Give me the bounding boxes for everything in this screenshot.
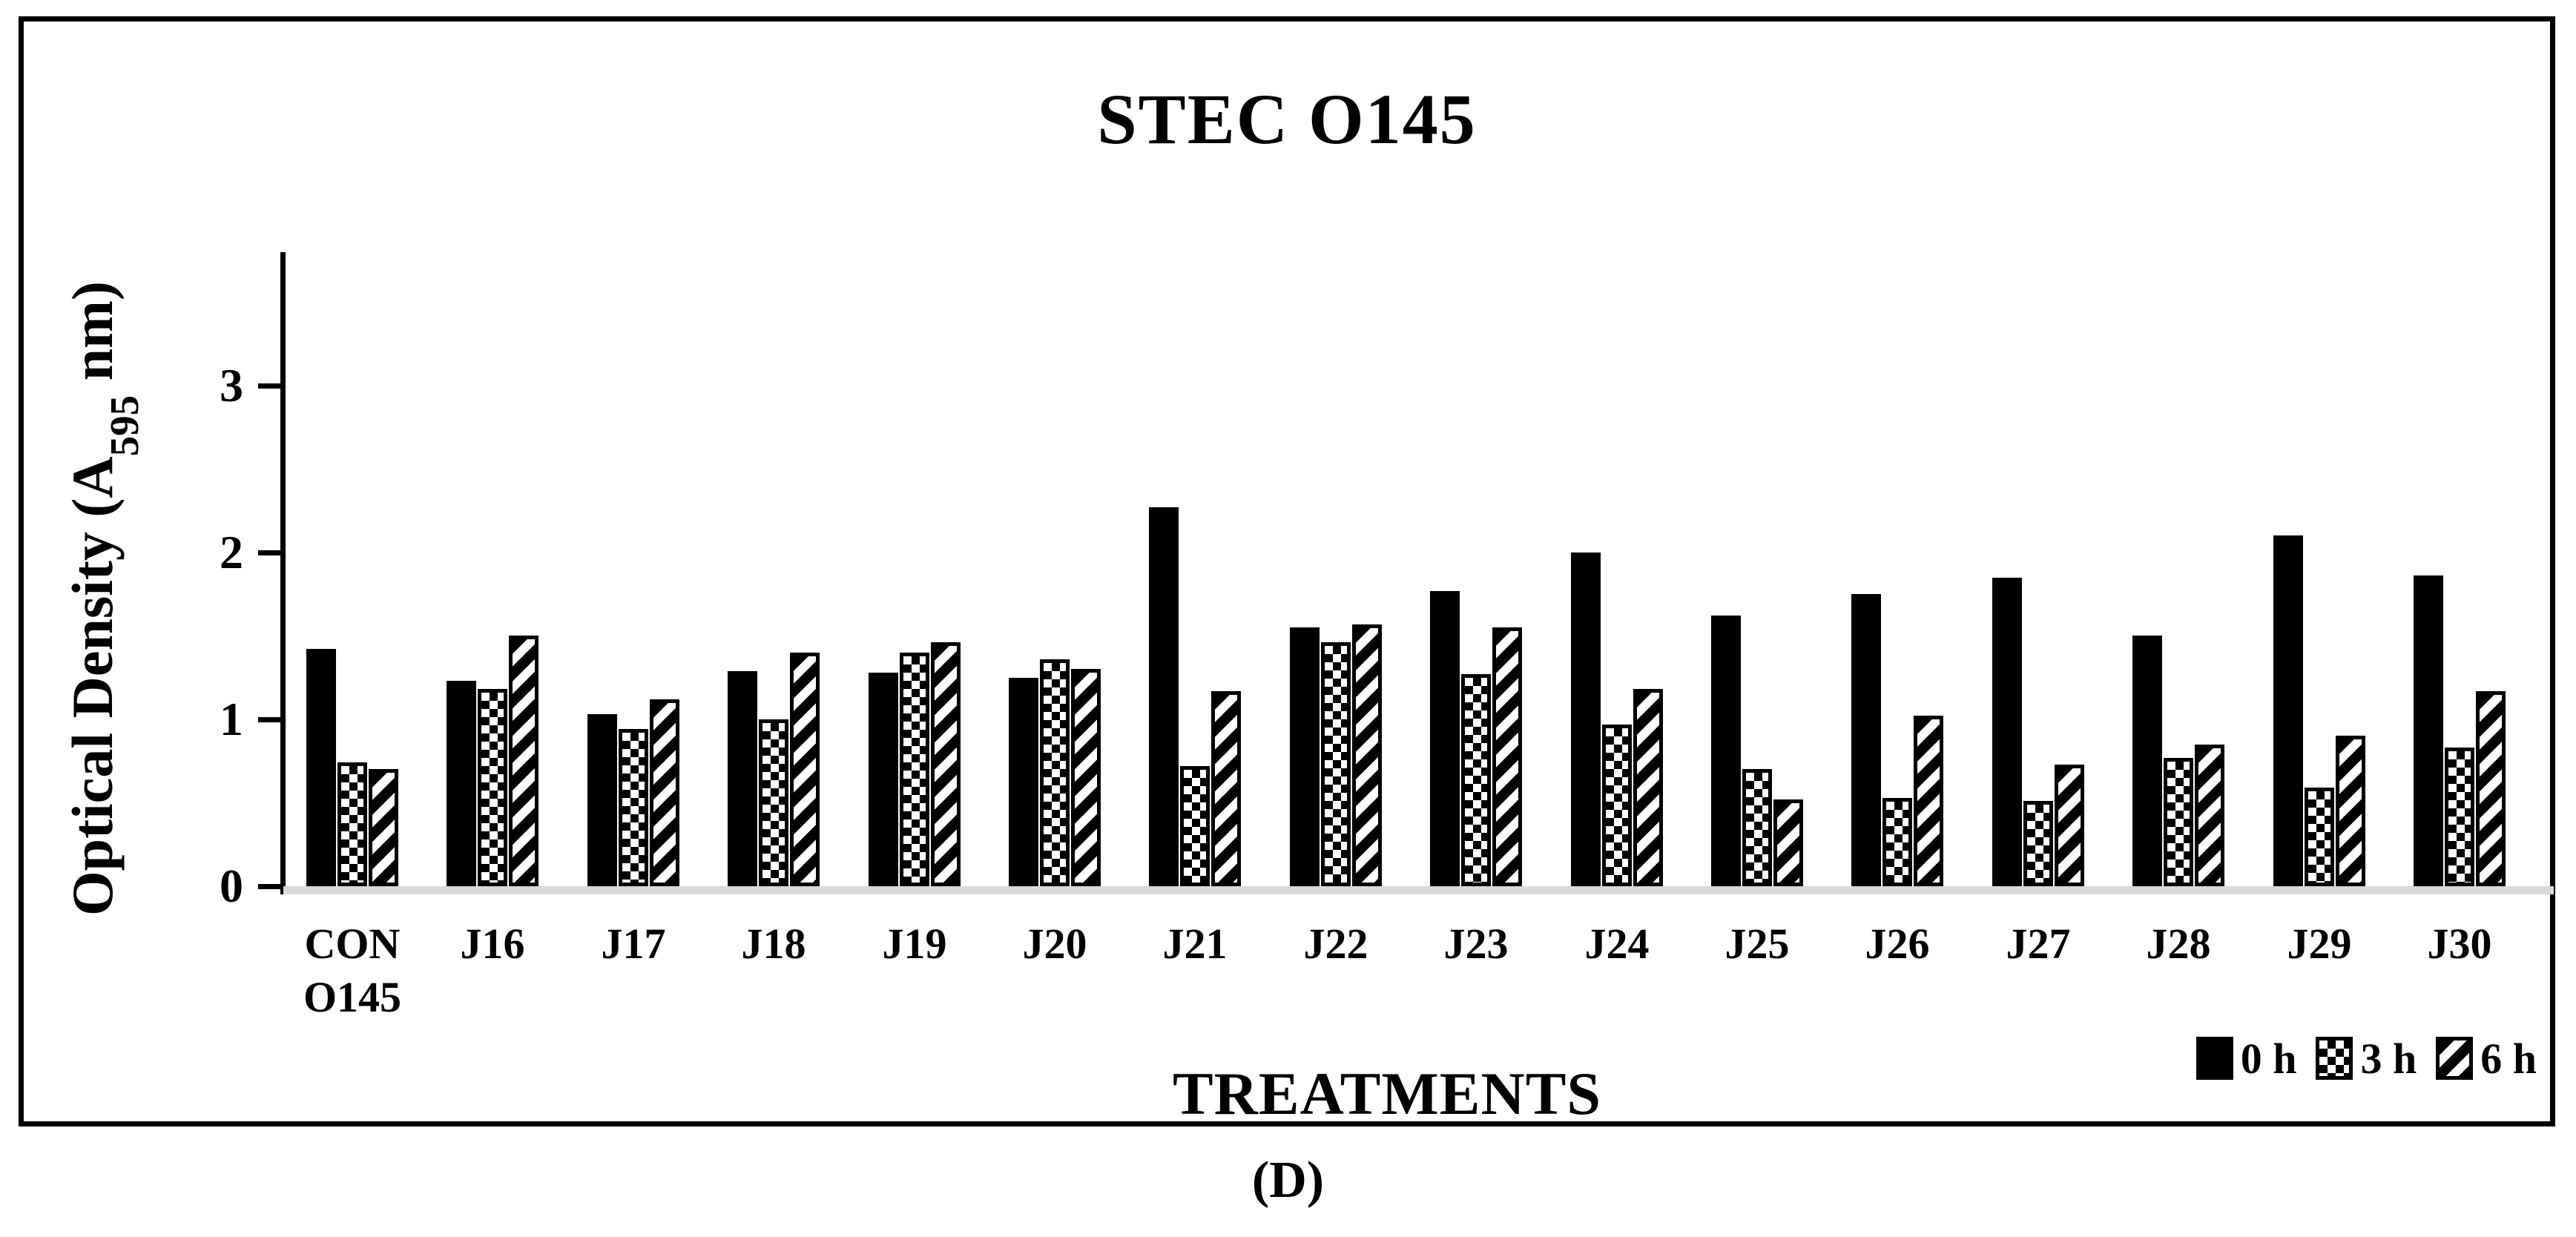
x-category-label: J27 [2006,920,2071,968]
bar [447,681,476,886]
figure-caption: (D) [1251,1152,1325,1209]
diagonal-stripes-swatch-icon [2436,1037,2474,1080]
bar [759,719,788,886]
x-category-label: J30 [2427,920,2492,968]
bar [587,714,617,886]
bar [931,642,961,886]
y-axis-subscript: 595 [101,395,147,457]
bar [2132,636,2162,886]
x-category-label: J22 [1303,920,1368,968]
bar [1711,616,1741,886]
y-tick-label: 3 [220,359,243,412]
dotted-swatch-icon [2195,1037,2233,1080]
y-tick-mark [258,717,280,722]
bar [1742,769,1772,886]
bar [1633,689,1663,886]
x-category-label: J17 [601,920,666,968]
bar [2164,758,2193,886]
x-axis-title: TREATMENTS [1172,1060,1602,1127]
bar [1851,594,1881,886]
bar [1992,578,2022,886]
bar [1430,591,1460,886]
y-tick-label: 2 [220,526,243,578]
x-category-label: CON [304,920,401,968]
legend-item: 6 h [2436,1034,2537,1083]
y-tick-mark [258,383,280,389]
y-axis-line [280,252,286,894]
x-category-label: J26 [1865,920,1930,968]
x-category-label: J23 [1443,920,1509,968]
y-tick-mark [258,550,280,555]
bar [1773,799,1803,886]
bar [2445,748,2474,886]
chart-title: STEC O145 [1097,79,1477,159]
legend-label: 0 h [2240,1034,2297,1083]
legend-label: 3 h [2360,1034,2417,1083]
legend-label: 6 h [2480,1034,2537,1083]
legend: 0 h 3 h 6 h [2099,1032,2537,1084]
bar [2273,535,2303,886]
bar [1040,659,1070,886]
bar [650,699,679,886]
bar [790,653,820,886]
bar [1211,691,1241,886]
x-category-label: O145 [303,973,402,1021]
bar [2195,745,2224,886]
bar [1602,725,1632,886]
bar [1009,678,1038,886]
bar [1149,507,1179,886]
bar [1290,627,1320,886]
bar [1882,798,1912,886]
bar [369,769,398,886]
x-category-label: J24 [1584,920,1650,968]
y-tick-label: 0 [220,860,243,912]
bar [1461,674,1491,886]
x-category-label: J28 [2146,920,2211,968]
y-axis-title: Optical Density (A595 nm) [59,205,147,992]
bar [478,689,507,886]
bar [1492,627,1522,886]
bar [2305,788,2334,886]
legend-item: 3 h [2316,1034,2417,1083]
x-category-label: J20 [1022,920,1087,968]
bar [2476,691,2506,886]
checkerboard-swatch-icon [2316,1037,2353,1080]
figure-border [19,16,2555,1127]
x-category-label: J16 [460,920,525,968]
y-tick-label: 1 [220,693,243,745]
bar [1180,766,1210,886]
bar [1571,552,1601,886]
bar [1352,624,1382,886]
y-tick-mark [258,884,280,889]
x-category-label: J19 [882,920,947,968]
bar [337,762,367,886]
x-category-label: J29 [2287,920,2352,968]
bar [509,636,538,886]
bar [2414,575,2443,886]
bar [2055,765,2084,886]
legend-item: 0 h [2195,1034,2297,1083]
bar [1071,669,1101,886]
bar [306,649,336,886]
bar [619,729,648,886]
x-category-label: J25 [1725,920,1790,968]
y-axis-title-text: Optical Density (A595 nm) [60,281,147,916]
x-axis-baseline [283,886,2554,894]
bar [728,671,757,886]
x-category-label: J18 [741,920,806,968]
bar [1914,716,1943,886]
bar [2336,736,2365,886]
bar [900,653,929,886]
bar [869,673,898,886]
bar [1321,642,1351,886]
bar [2023,801,2053,886]
x-category-label: J21 [1162,920,1228,968]
